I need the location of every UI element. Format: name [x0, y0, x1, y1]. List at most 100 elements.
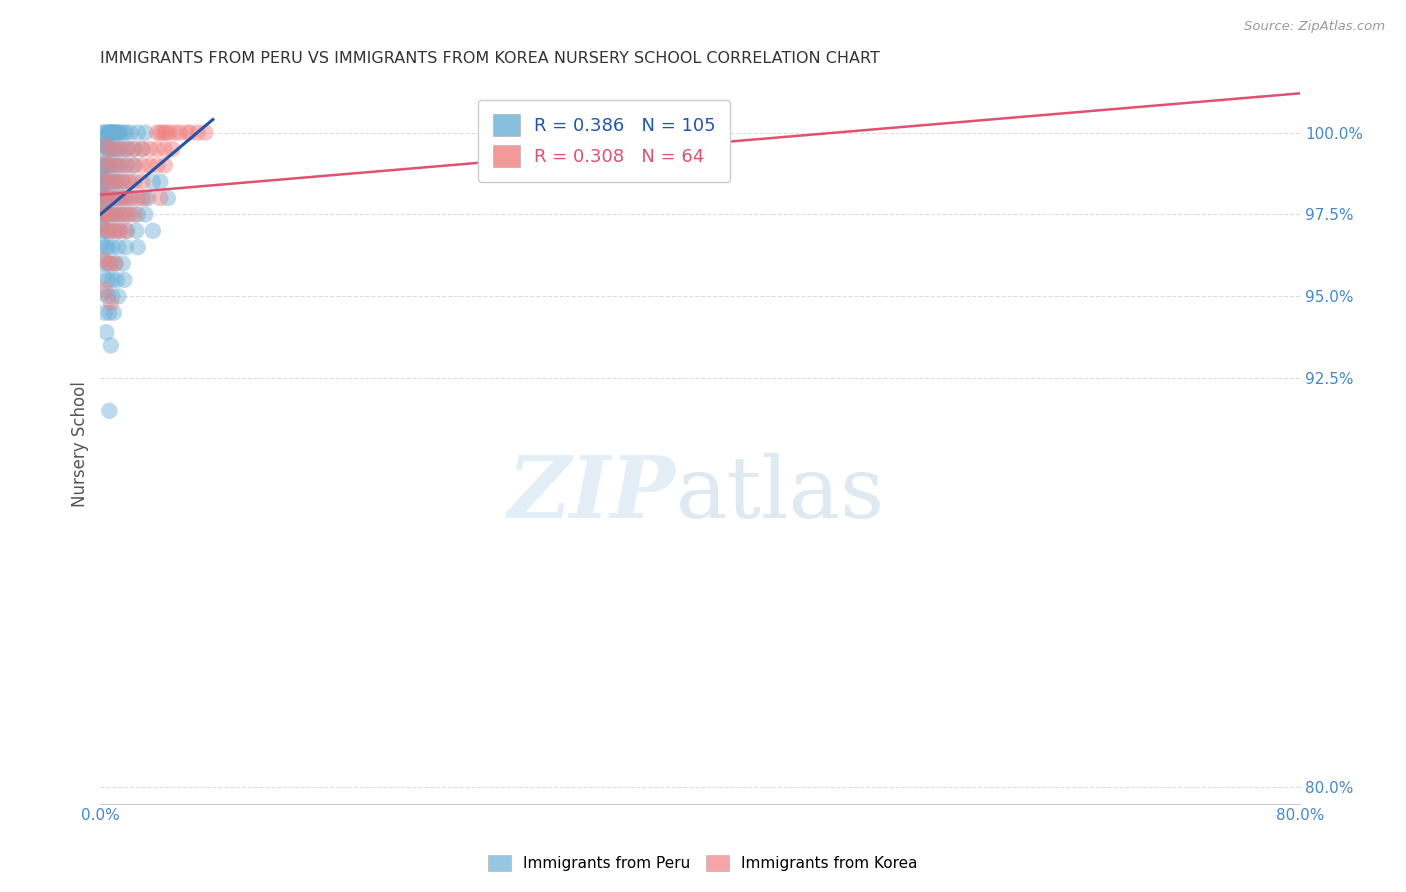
Legend: Immigrants from Peru, Immigrants from Korea: Immigrants from Peru, Immigrants from Ko… — [482, 849, 924, 877]
Point — [107, 158, 129, 172]
Point — [108, 207, 131, 221]
Point — [103, 126, 125, 140]
Point — [98, 207, 121, 221]
Point — [104, 256, 127, 270]
Point — [94, 305, 117, 319]
Point — [96, 326, 118, 340]
Point — [131, 142, 153, 156]
Point — [93, 175, 115, 189]
Point — [111, 256, 134, 270]
Point — [659, 126, 682, 140]
Point — [100, 191, 122, 205]
Point — [105, 191, 128, 205]
Point — [134, 191, 156, 205]
Point — [97, 240, 120, 254]
Point — [91, 171, 114, 186]
Point — [96, 175, 118, 189]
Point — [138, 191, 160, 205]
Point — [103, 191, 125, 205]
Point — [90, 168, 112, 182]
Point — [157, 126, 180, 140]
Point — [94, 207, 117, 221]
Point — [115, 224, 138, 238]
Point — [100, 338, 122, 352]
Text: atlas: atlas — [676, 452, 886, 535]
Point — [110, 191, 132, 205]
Point — [131, 142, 153, 156]
Point — [103, 224, 125, 238]
Point — [101, 273, 124, 287]
Point — [101, 207, 124, 221]
Point — [125, 224, 148, 238]
Point — [97, 289, 120, 303]
Point — [100, 256, 122, 270]
Point — [97, 158, 120, 172]
Point — [120, 207, 142, 221]
Point — [120, 126, 142, 140]
Point — [93, 171, 115, 186]
Point — [90, 220, 112, 235]
Point — [105, 273, 128, 287]
Point — [117, 142, 139, 156]
Point — [124, 207, 146, 221]
Point — [94, 207, 117, 221]
Point — [97, 126, 120, 140]
Point — [107, 142, 129, 156]
Point — [100, 142, 122, 156]
Point — [139, 158, 162, 172]
Point — [98, 175, 121, 189]
Point — [93, 269, 115, 284]
Point — [115, 158, 138, 172]
Point — [94, 138, 117, 153]
Point — [108, 142, 131, 156]
Point — [100, 126, 122, 140]
Point — [98, 126, 121, 140]
Point — [124, 158, 146, 172]
Point — [98, 305, 121, 319]
Point — [117, 224, 139, 238]
Point — [112, 273, 135, 287]
Point — [96, 158, 118, 172]
Point — [110, 158, 132, 172]
Point — [93, 191, 115, 205]
Point — [90, 201, 112, 215]
Point — [90, 187, 112, 202]
Point — [115, 191, 138, 205]
Point — [110, 175, 132, 189]
Point — [93, 285, 115, 300]
Point — [101, 142, 124, 156]
Point — [90, 171, 112, 186]
Point — [105, 126, 128, 140]
Point — [107, 126, 129, 140]
Point — [104, 207, 127, 221]
Point — [104, 224, 127, 238]
Y-axis label: Nursery School: Nursery School — [72, 381, 89, 507]
Point — [101, 175, 124, 189]
Point — [90, 236, 112, 251]
Point — [111, 126, 134, 140]
Point — [111, 175, 134, 189]
Point — [94, 191, 117, 205]
Point — [117, 175, 139, 189]
Point — [146, 158, 169, 172]
Point — [134, 126, 156, 140]
Point — [93, 207, 115, 221]
Point — [96, 256, 118, 270]
Point — [121, 191, 143, 205]
Point — [97, 224, 120, 238]
Point — [146, 142, 169, 156]
Point — [90, 185, 112, 199]
Point — [91, 126, 114, 140]
Point — [101, 142, 124, 156]
Point — [104, 142, 127, 156]
Point — [90, 204, 112, 219]
Point — [110, 207, 132, 221]
Point — [97, 126, 120, 140]
Point — [90, 155, 112, 169]
Point — [127, 126, 149, 140]
Point — [104, 256, 127, 270]
Point — [131, 175, 153, 189]
Point — [107, 289, 129, 303]
Point — [93, 158, 115, 172]
Point — [94, 283, 117, 297]
